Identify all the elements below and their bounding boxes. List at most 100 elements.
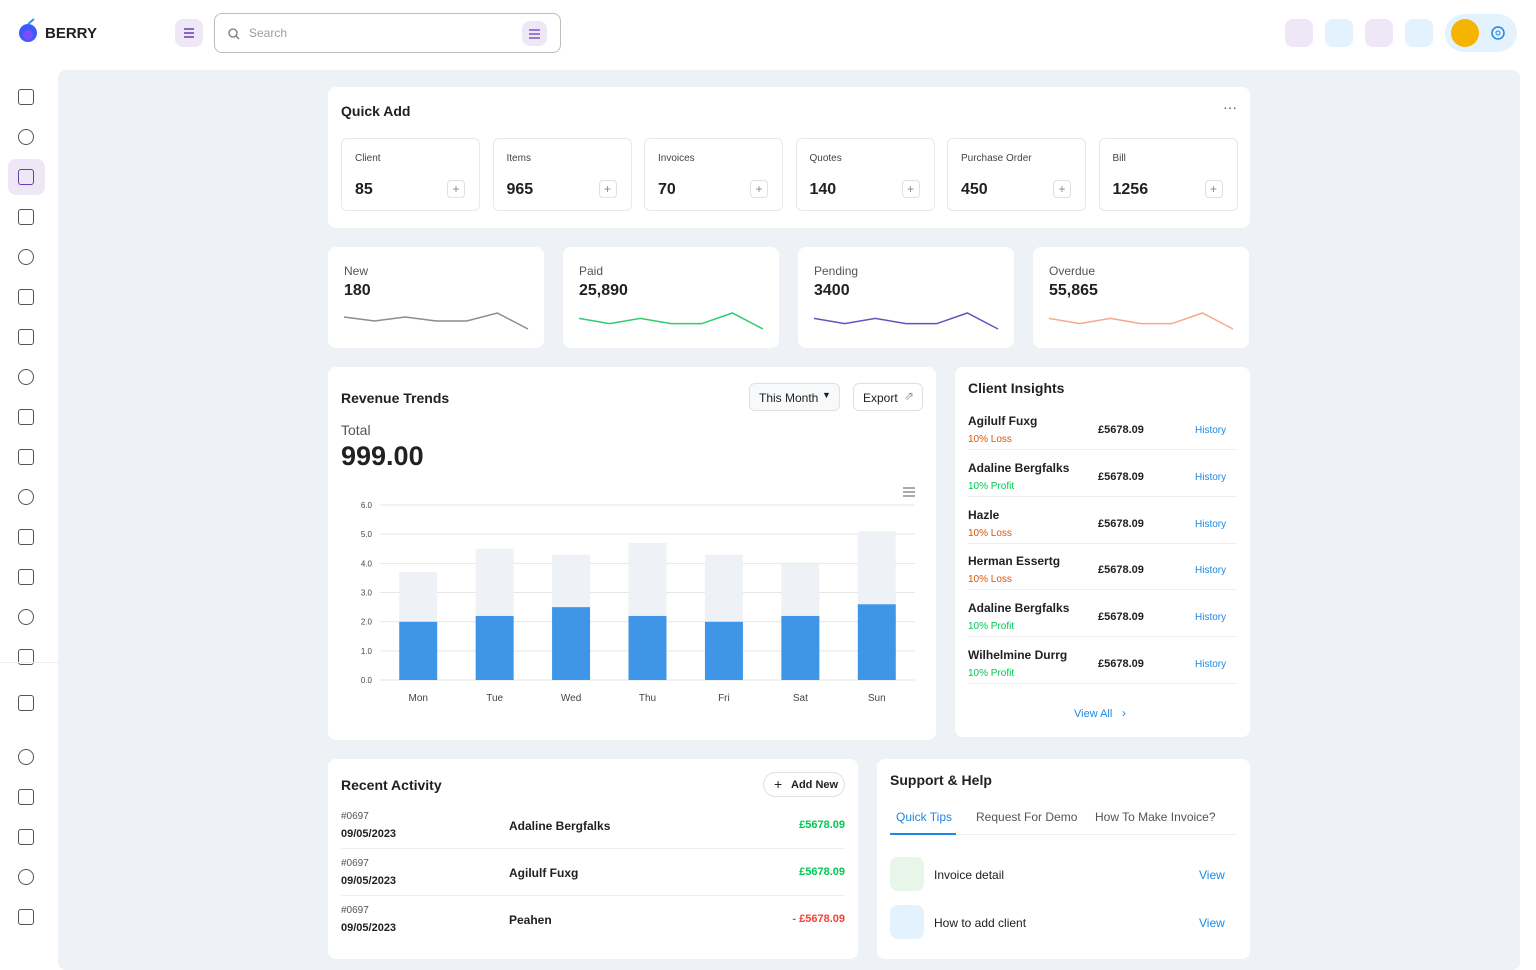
dropdown-caret: ▼ — [822, 390, 831, 400]
activity-date: 09/05/2023 — [341, 875, 397, 887]
nav-item[interactable] — [18, 909, 34, 925]
page: BERRY Search Quick Add ··· Client 85 + Item… — [0, 13, 1520, 970]
more-button[interactable]: ··· — [1223, 99, 1237, 115]
quick-add-title: Quick Add — [341, 103, 411, 119]
add-new-button[interactable]: + Add New — [763, 772, 845, 797]
view-all-chevron: › — [1122, 706, 1126, 720]
tile-add-button[interactable]: + — [1204, 180, 1223, 198]
x-tick-label: Mon — [408, 693, 427, 704]
profile-button[interactable] — [1445, 14, 1517, 52]
support-card: Support & Help Quick Tips Request For Dem… — [877, 759, 1250, 959]
menu-toggle[interactable] — [175, 19, 203, 47]
sparkline-line — [578, 312, 764, 330]
notification-button[interactable] — [1365, 19, 1393, 47]
client-amount: £5678.09 — [1098, 564, 1144, 577]
broadcast-button[interactable] — [1285, 19, 1313, 47]
filter-button[interactable] — [522, 21, 547, 46]
nav-item[interactable] — [18, 89, 34, 105]
nav-item[interactable] — [18, 529, 34, 545]
tile-add-button[interactable]: + — [750, 180, 768, 198]
tile-value: 1256 — [1112, 181, 1149, 198]
history-link[interactable]: History — [1195, 425, 1227, 436]
chart-menu[interactable] — [903, 487, 915, 497]
nav-item[interactable] — [18, 489, 34, 505]
bar — [857, 531, 896, 605]
history-link[interactable]: History — [1195, 565, 1227, 577]
export-button[interactable]: Export ⇗ — [853, 383, 923, 411]
nav-item[interactable] — [18, 209, 34, 225]
fullscreen-button[interactable] — [1405, 19, 1433, 47]
stat-value: 55,865 — [1049, 282, 1098, 299]
search-icon — [228, 28, 240, 40]
nav-item[interactable] — [18, 409, 34, 425]
nav-item[interactable] — [18, 789, 34, 805]
client-name: Herman Essertg — [968, 554, 1061, 569]
stat-card: Pending 3400 — [798, 247, 1014, 348]
quick-add-tile: Invoices 70 + — [644, 138, 783, 211]
client-amount: £5678.09 — [1098, 424, 1144, 436]
recent-activity-card: Recent Activity + Add New #0697 09/05/2023… — [328, 759, 858, 959]
nav-item[interactable] — [18, 695, 34, 711]
period-select[interactable]: This Month ▼ — [749, 383, 840, 411]
bar — [552, 554, 591, 608]
y-tick-label: 2.0 — [361, 618, 373, 627]
nav-item[interactable] — [18, 869, 34, 885]
row-divider — [341, 848, 845, 849]
x-tick-label: Wed — [561, 693, 581, 704]
history-link[interactable]: History — [1195, 612, 1227, 624]
activity-name: Agilulf Fuxg — [509, 866, 579, 880]
nav-item[interactable] — [18, 329, 34, 345]
add-new-label: Add New — [791, 779, 839, 791]
search-box[interactable]: Search — [214, 13, 561, 53]
activity-date: 09/05/2023 — [341, 828, 397, 840]
tile-add-button[interactable]: + — [447, 180, 465, 198]
client-change: 10% Profit — [968, 668, 1015, 679]
nav-item[interactable] — [18, 369, 34, 385]
filter-icon — [529, 29, 540, 39]
history-link[interactable]: History — [1195, 471, 1227, 483]
tile-value: 140 — [809, 181, 837, 198]
nav-divider — [0, 662, 58, 663]
support-action[interactable]: View — [1199, 916, 1225, 930]
history-link[interactable]: History — [1195, 518, 1227, 530]
revenue-title: Revenue Trends — [341, 390, 450, 406]
y-tick-label: 3.0 — [361, 589, 373, 598]
nav-item[interactable] — [18, 449, 34, 465]
nav-item[interactable] — [18, 129, 34, 145]
client-change: 10% Loss — [968, 527, 1012, 539]
activity-amount: - £5678.09 — [792, 913, 845, 925]
history-link[interactable]: History — [1195, 659, 1227, 670]
nav-item[interactable] — [18, 649, 34, 665]
quick-add-tile: Bill 1256 + — [1098, 138, 1238, 211]
nav-item[interactable] — [18, 829, 34, 845]
bar — [399, 572, 438, 622]
sidebar — [0, 70, 58, 942]
bar — [628, 542, 667, 616]
stat-card: Overdue 55,865 — [1033, 247, 1249, 348]
x-tick-label: Tue — [486, 693, 503, 704]
nav-item[interactable] — [18, 609, 34, 625]
language-button[interactable] — [1325, 19, 1353, 47]
client-amount: £5678.09 — [1098, 470, 1144, 483]
support-tab[interactable]: Request For Demo — [976, 810, 1078, 824]
total-label: Total — [341, 422, 371, 438]
tile-label: Bill — [1112, 153, 1126, 164]
nav-item[interactable] — [18, 569, 34, 585]
support-tab[interactable]: Quick Tips — [896, 810, 953, 824]
activity-id: #0697 — [341, 858, 369, 869]
support-action[interactable]: View — [1199, 868, 1225, 882]
row-divider — [968, 542, 1237, 544]
nav-item[interactable] — [18, 169, 34, 185]
stat-value: 3400 — [814, 282, 850, 299]
nav-item[interactable] — [18, 289, 34, 305]
nav-item[interactable] — [18, 249, 34, 265]
bar — [399, 621, 438, 680]
logo[interactable] — [18, 18, 40, 44]
tile-add-button[interactable]: + — [901, 180, 920, 198]
nav-item[interactable] — [18, 749, 34, 765]
tile-add-button[interactable]: + — [598, 180, 617, 198]
tile-add-button[interactable]: + — [1053, 180, 1071, 198]
client-amount: £5678.09 — [1098, 658, 1144, 670]
support-tab[interactable]: How To Make Invoice? — [1095, 810, 1216, 824]
view-all-link[interactable]: View All — [1074, 708, 1113, 720]
